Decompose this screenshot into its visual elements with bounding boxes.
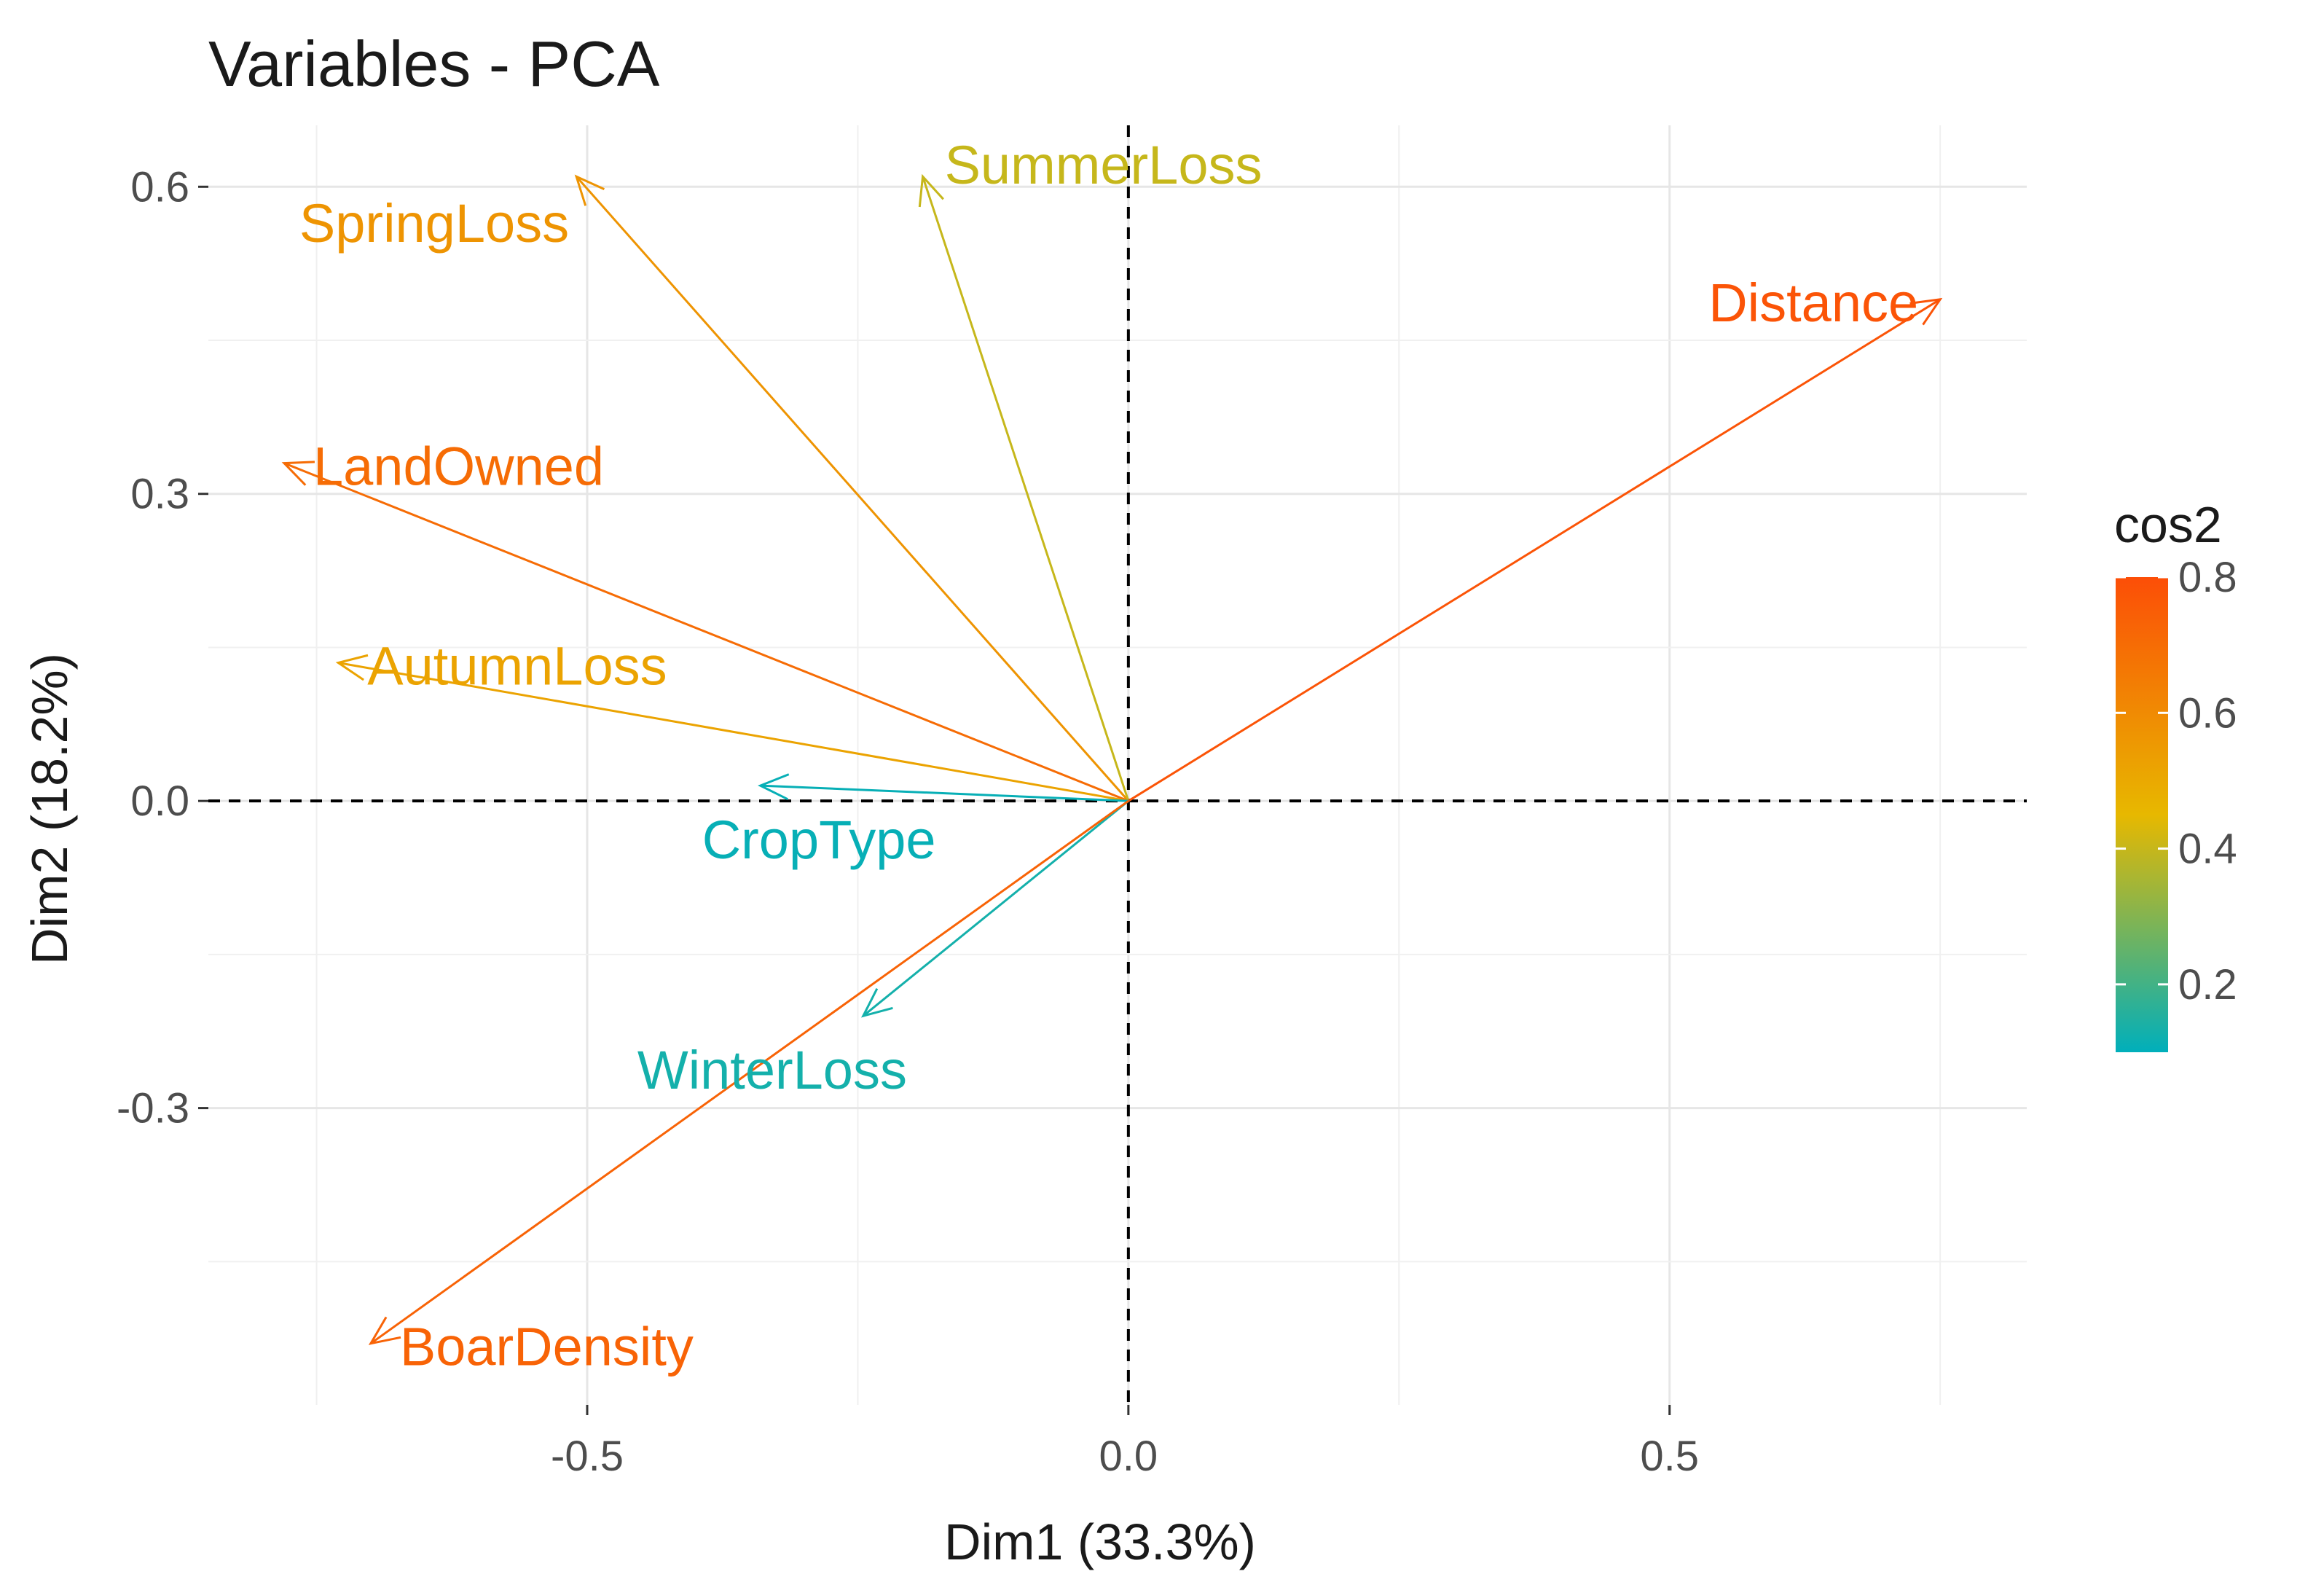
label-LandOwned: LandOwned [313,436,604,497]
y-axis-ticks: -0.3 0.0 0.3 0.6 [117,163,208,1132]
label-SpringLoss: SpringLoss [299,193,569,254]
arrowhead-SummerLoss [918,173,944,208]
y-tick-label: 0.6 [130,163,189,211]
x-tick-label: 0.0 [1099,1433,1158,1480]
arrowhead-SpringLoss [574,174,605,206]
label-Distance: Distance [1708,273,1918,333]
cos2-legend: cos2 0.2 0.4 0.6 0.8 [2114,496,2237,1052]
label-CropType: CropType [702,810,936,870]
plot-grid [208,125,2027,1405]
arrow-CropType [760,784,1128,802]
y-tick-label: -0.3 [117,1085,189,1132]
variable-arrows [281,173,1943,1345]
arrow-LandOwned [283,462,1129,802]
y-axis-title: Dim2 (18.2%) [21,653,78,965]
arrow-Distance [1128,298,1941,802]
y-tick-label: 0.0 [130,778,189,825]
arrowhead-CropType [758,773,790,801]
arrow-AutumnLoss [338,662,1129,802]
label-WinterLoss: WinterLoss [637,1040,907,1100]
variable-labels: SpringLoss SummerLoss Distance LandOwned Aut… [299,135,1918,1377]
plot-title: Variables - PCA [208,28,660,100]
x-tick-label: -0.5 [551,1433,624,1480]
label-BoarDensity: BoarDensity [400,1317,694,1377]
x-axis-ticks: -0.5 0.0 0.5 [551,1405,1699,1480]
label-AutumnLoss: AutumnLoss [367,636,667,697]
label-SummerLoss: SummerLoss [945,135,1263,195]
legend-tick-label: 0.6 [2178,689,2237,737]
legend-tick-label: 0.8 [2178,554,2237,601]
arrowhead-AutumnLoss [335,654,369,681]
arrowhead-BoarDensity [368,1316,401,1345]
arrowhead-Distance [1909,297,1943,326]
legend-ticks: 0.2 0.4 0.6 0.8 [2116,554,2237,1009]
arrow-SummerLoss [922,176,1130,802]
arrowhead-WinterLoss [860,988,893,1018]
legend-title: cos2 [2114,496,2222,553]
y-tick-label: 0.3 [130,471,189,518]
x-axis-title: Dim1 (33.3%) [944,1514,1256,1570]
arrow-WinterLoss [862,800,1129,1017]
arrowhead-LandOwned [281,461,315,486]
x-tick-label: 0.5 [1640,1433,1699,1480]
legend-tick-label: 0.4 [2178,826,2237,873]
legend-color-bar [2116,577,2168,1052]
arrow-SpringLoss [576,176,1129,802]
arrow-BoarDensity [369,799,1129,1344]
legend-tick-label: 0.2 [2178,961,2237,1009]
